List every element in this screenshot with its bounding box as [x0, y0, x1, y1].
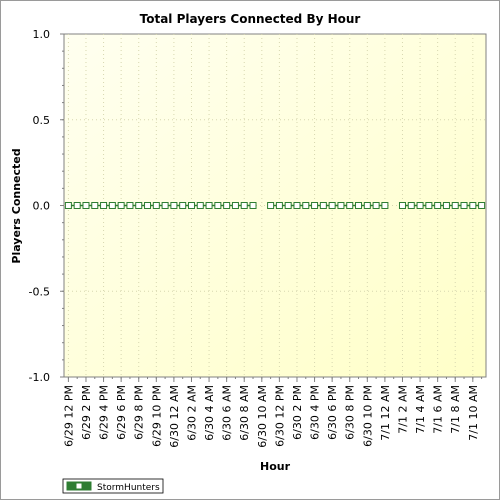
- x-axis: 6/29 12 PM 6/29 2 PM 6/29 4 PM 6/29 6 PM 6/2…: [62, 377, 483, 448]
- x-tick-label: 7/1 12 AM: [379, 385, 392, 441]
- data-point: [100, 202, 108, 209]
- data-point: [161, 202, 169, 209]
- data-point: [135, 202, 143, 209]
- legend: StormHunters: [62, 478, 164, 494]
- x-tick-label: 6/30 2 PM: [291, 385, 304, 440]
- data-point: [170, 202, 178, 209]
- x-tick-label: 6/30 12 PM: [273, 385, 286, 447]
- legend-marker: [75, 482, 83, 490]
- data-point: [223, 202, 231, 209]
- data-point: [469, 202, 477, 209]
- legend-label: StormHunters: [97, 483, 160, 493]
- data-point: [460, 202, 468, 209]
- data-point: [407, 202, 415, 209]
- data-point: [64, 202, 72, 209]
- data-point: [311, 202, 319, 209]
- data-point: [381, 202, 389, 209]
- data-point: [442, 202, 450, 209]
- x-tick-label: 7/1 2 AM: [396, 385, 409, 434]
- x-tick-label: 6/30 10 AM: [256, 385, 269, 448]
- y-axis: 1.0 0.5 0.0 -0.5 -1.0: [29, 28, 64, 384]
- data-point: [328, 202, 336, 209]
- y-tick-label: 0.0: [33, 200, 51, 213]
- x-tick-label: 6/30 8 AM: [238, 385, 251, 441]
- y-tick-label: 1.0: [33, 28, 51, 41]
- x-tick-label: 6/30 12 AM: [168, 385, 181, 448]
- data-point: [372, 202, 380, 209]
- data-point: [205, 202, 213, 209]
- data-point: [416, 202, 424, 209]
- x-axis-label: Hour: [260, 460, 291, 473]
- data-point: [214, 202, 222, 209]
- data-point: [179, 202, 187, 209]
- data-point: [240, 202, 248, 209]
- x-tick-label: 6/30 10 PM: [361, 385, 374, 447]
- x-tick-label: 6/30 6 PM: [326, 385, 339, 440]
- data-point: [275, 202, 283, 209]
- chart-title: Total Players Connected By Hour: [140, 12, 361, 26]
- data-point: [126, 202, 134, 209]
- data-point: [293, 202, 301, 209]
- x-tick-label: 7/1 10 AM: [467, 385, 480, 441]
- data-point: [152, 202, 160, 209]
- data-point: [196, 202, 204, 209]
- data-point: [363, 202, 371, 209]
- data-point: [187, 202, 195, 209]
- x-tick-label: 6/29 10 PM: [150, 385, 163, 447]
- x-tick-label: 6/29 6 PM: [115, 385, 128, 440]
- data-point: [478, 202, 486, 209]
- data-point: [91, 202, 99, 209]
- y-tick-label: -0.5: [29, 285, 50, 298]
- data-point: [117, 202, 125, 209]
- data-point: [302, 202, 310, 209]
- x-tick-label: 7/1 4 AM: [414, 385, 427, 434]
- series-layer: [64, 202, 486, 209]
- x-tick-label: 7/1 6 AM: [432, 385, 445, 434]
- x-tick-label: 6/30 2 AM: [185, 385, 198, 441]
- x-tick-label: 6/30 4 AM: [203, 385, 216, 441]
- y-axis-label: Players Connected: [10, 148, 23, 263]
- x-tick-label: 6/29 12 PM: [62, 385, 75, 447]
- data-point: [398, 202, 406, 209]
- x-tick-label: 6/29 8 PM: [133, 385, 146, 440]
- data-point: [231, 202, 239, 209]
- data-point: [346, 202, 354, 209]
- data-point: [82, 202, 90, 209]
- data-point: [355, 202, 363, 209]
- x-tick-label: 6/29 4 PM: [98, 385, 111, 440]
- y-tick-label: 0.5: [33, 114, 51, 127]
- x-tick-label: 6/30 6 AM: [221, 385, 234, 441]
- x-tick-label: 6/29 2 PM: [80, 385, 93, 440]
- data-point: [108, 202, 116, 209]
- data-point: [425, 202, 433, 209]
- y-tick-label: -1.0: [29, 371, 50, 384]
- data-point: [284, 202, 292, 209]
- x-tick-label: 6/30 4 PM: [309, 385, 322, 440]
- data-point: [73, 202, 81, 209]
- data-point: [319, 202, 327, 209]
- data-point: [451, 202, 459, 209]
- data-point: [144, 202, 152, 209]
- data-point: [434, 202, 442, 209]
- data-point: [267, 202, 275, 209]
- data-point: [337, 202, 345, 209]
- data-point: [249, 202, 257, 209]
- x-tick-label: 7/1 8 AM: [449, 385, 462, 434]
- x-tick-label: 6/30 8 PM: [344, 385, 357, 440]
